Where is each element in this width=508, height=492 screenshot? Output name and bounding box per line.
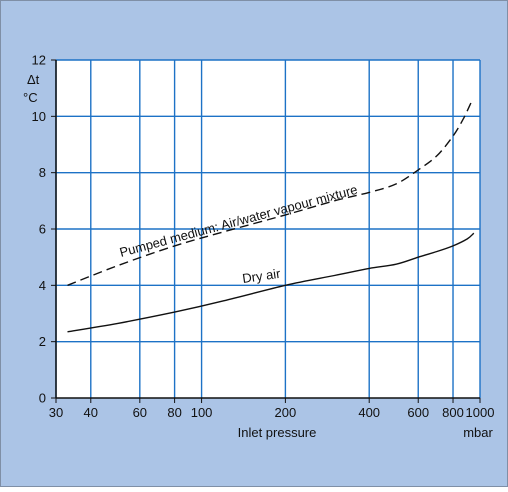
y-tick-label: 12: [32, 53, 46, 68]
y-tick-label: 0: [39, 391, 46, 406]
y-axis-unit: °C: [23, 90, 38, 105]
x-tick-label: 40: [84, 405, 98, 420]
tick-labels: 30 40 60 80 100 200 400 600 800 1000 0 2 4 6 8 10 12: [32, 53, 495, 421]
data-series: [67, 102, 475, 333]
x-tick-label: 200: [275, 405, 297, 420]
x-tick-label: 30: [49, 405, 63, 420]
axes: [51, 59, 481, 403]
series-line-air-water-vapour: [67, 102, 472, 286]
grid-lines: [55, 59, 481, 398]
y-tick-label: 10: [32, 109, 46, 124]
y-axis-label: Δt: [27, 72, 40, 87]
series-label-dry-air: Dry air: [241, 266, 282, 286]
x-tick-label: 60: [133, 405, 147, 420]
x-tick-label: 800: [442, 405, 464, 420]
x-tick-label: 400: [358, 405, 380, 420]
x-axis-label: Inlet pressure: [238, 425, 317, 440]
y-tick-label: 6: [39, 222, 46, 237]
x-tick-label: 1000: [466, 405, 495, 420]
x-tick-label: 100: [191, 405, 213, 420]
x-tick-label: 600: [407, 405, 429, 420]
y-tick-label: 8: [39, 165, 46, 180]
series-line-dry-air: [67, 232, 475, 333]
y-tick-label: 2: [39, 334, 46, 349]
y-tick-label: 4: [39, 278, 46, 293]
x-tick-label: 80: [167, 405, 181, 420]
x-axis-unit: mbar: [463, 425, 493, 440]
